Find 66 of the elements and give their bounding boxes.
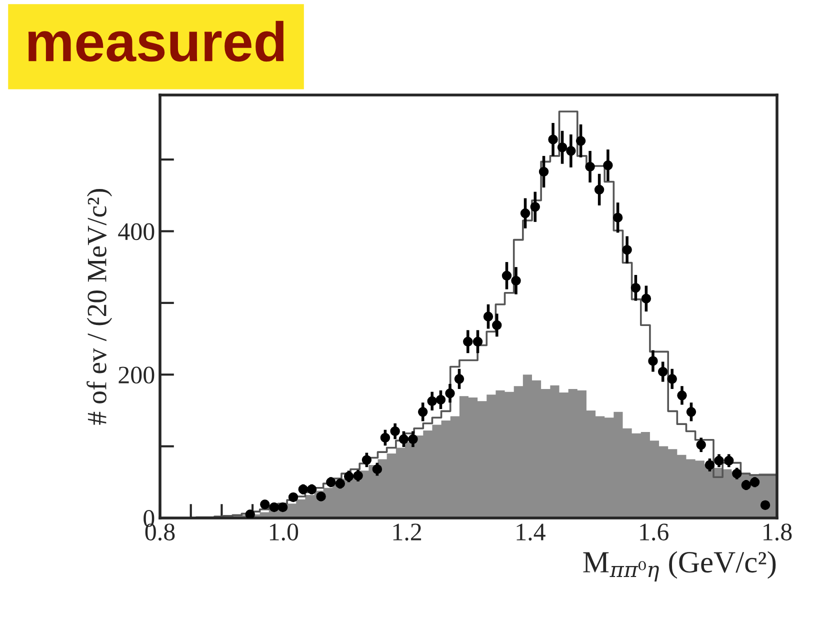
point: [418, 407, 428, 417]
point: [548, 134, 558, 144]
point: [298, 484, 308, 494]
point: [576, 136, 586, 146]
point: [483, 312, 494, 322]
point: [612, 212, 623, 222]
point: [372, 464, 382, 474]
point: [306, 484, 317, 494]
point: [245, 510, 255, 518]
point: [750, 477, 760, 488]
point: [472, 336, 483, 346]
point: [398, 434, 409, 444]
y-axis-title: # of ev / (20 MeV/c²): [86, 189, 112, 425]
point: [641, 294, 652, 304]
point: [658, 366, 668, 377]
point: [463, 336, 473, 346]
point: [557, 142, 568, 152]
x-axis-title: M$_{ππ⁰η}$ (GeV/c²): [583, 551, 776, 582]
point: [353, 470, 363, 481]
point: [686, 407, 696, 417]
point: [648, 356, 658, 366]
point: [603, 160, 613, 170]
point: [520, 208, 530, 218]
point: [502, 270, 512, 281]
point: [390, 426, 400, 436]
point: [538, 166, 549, 177]
point: [724, 456, 734, 466]
point: [732, 468, 742, 478]
point: [630, 283, 641, 293]
y-tick-label: 200: [118, 366, 154, 384]
point: [326, 477, 336, 488]
point: [492, 320, 502, 330]
point: [335, 478, 346, 488]
x-tick-label: 1.6: [640, 524, 668, 541]
x-tick-label: 1.8: [764, 524, 792, 541]
point: [704, 460, 715, 470]
point: [530, 202, 540, 212]
point: [427, 396, 437, 406]
point: [445, 388, 455, 398]
point: [566, 146, 576, 156]
point: [667, 374, 677, 384]
point: [741, 480, 752, 490]
point: [408, 434, 418, 444]
point: [760, 500, 770, 510]
point: [260, 500, 270, 510]
point: [622, 245, 632, 255]
x-tick-label: 1.0: [270, 524, 298, 541]
point: [344, 472, 354, 482]
point: [436, 394, 446, 405]
point: [594, 184, 604, 194]
point: [511, 276, 521, 286]
point: [362, 455, 372, 465]
point: [696, 440, 706, 450]
point: [316, 492, 326, 502]
point: [714, 456, 724, 466]
point: [380, 432, 390, 443]
x-tick-label: 1.4: [516, 524, 546, 541]
point: [454, 374, 464, 384]
point: [269, 502, 280, 512]
point: [278, 502, 288, 512]
y-tick-label: 400: [118, 223, 154, 240]
point: [677, 390, 687, 400]
point: [288, 492, 298, 502]
point: [585, 162, 595, 172]
x-tick-label: 1.2: [393, 524, 422, 541]
text: measured: [28, 20, 284, 62]
